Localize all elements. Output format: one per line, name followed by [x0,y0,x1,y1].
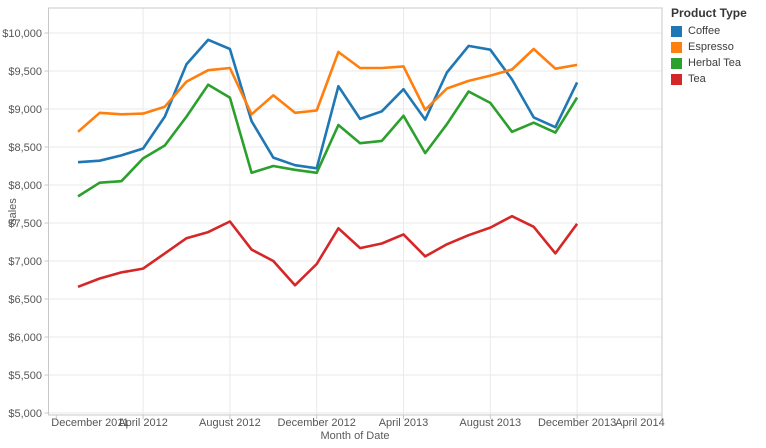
plot-border [48,7,663,416]
x-tick-label: December 2013 [538,417,616,429]
y-tick-label: $7,000 [8,256,42,268]
series-line-coffee[interactable] [77,38,579,170]
legend-color-swatch [671,25,682,37]
x-tick-label: April 2012 [118,417,168,429]
legend-item-label: Herbal Tea [688,57,741,69]
y-tick-label: $8,500 [8,142,42,154]
x-tick-label: August 2013 [459,417,521,429]
legend-item-coffee[interactable]: Coffee [671,25,765,37]
y-tick-label: $6,000 [8,332,42,344]
legend-item-herbal-tea[interactable]: Herbal Tea [671,57,765,69]
legend-color-swatch [671,57,682,69]
y-axis-title: Sales [7,198,19,226]
y-tick-label: $10,000 [2,28,42,40]
legend-item-tea[interactable]: Tea [671,73,765,85]
y-tick-label: $8,000 [8,180,42,192]
x-axis-title: Month of Date [320,430,390,442]
series-line-espresso[interactable] [77,47,578,133]
x-tick-label: April 2014 [615,417,665,429]
y-tick-label: $5,500 [8,370,42,382]
legend: Product Type Coffee Espresso Herbal Tea Tea [669,6,765,89]
y-tick-label: $7,500 [8,218,42,230]
x-tick-label: April 2013 [379,417,429,429]
y-tick-label: $9,500 [8,66,42,78]
x-tick-label: December 2012 [278,417,356,429]
legend-items: Coffee Espresso Herbal Tea Tea [669,25,765,85]
legend-item-espresso[interactable]: Espresso [671,41,765,53]
legend-item-label: Tea [688,73,706,85]
legend-color-swatch [671,41,682,53]
legend-item-label: Coffee [688,25,721,37]
series-line-tea[interactable] [77,214,579,289]
y-tick-label: $6,500 [8,294,42,306]
legend-title: Product Type [671,6,747,20]
x-tick-label: December 2011 [51,417,128,429]
legend-color-swatch [671,73,682,85]
x-tick-label: August 2012 [199,417,261,429]
y-tick-label: $9,000 [8,104,42,116]
legend-item-label: Espresso [688,41,734,53]
series-line-herbal-tea[interactable] [77,83,579,198]
y-tick-label: $5,000 [8,408,42,420]
